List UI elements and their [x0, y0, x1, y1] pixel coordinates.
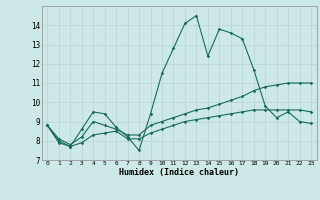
X-axis label: Humidex (Indice chaleur): Humidex (Indice chaleur): [119, 168, 239, 177]
